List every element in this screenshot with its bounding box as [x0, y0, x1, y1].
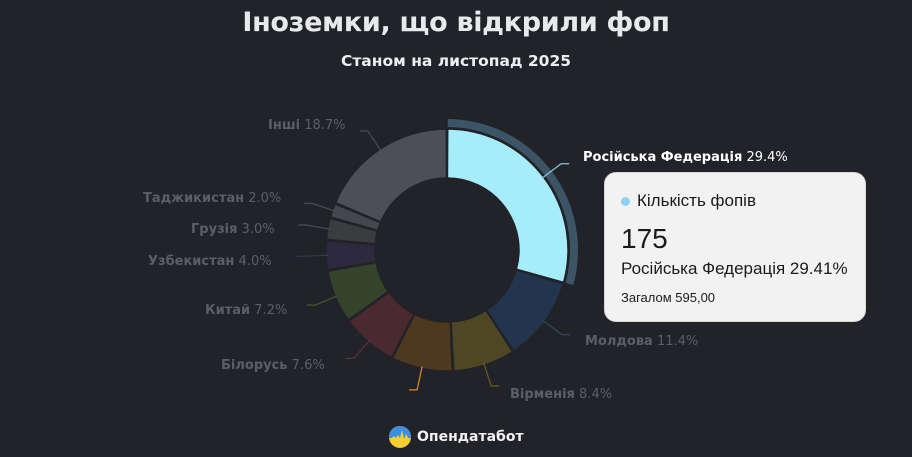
- data-label-name: Вірменія: [510, 387, 575, 402]
- tooltip-series-name: Кількість фопів: [637, 191, 756, 210]
- data-label-percent: 11.4%: [652, 334, 699, 349]
- data-label-name: Таджикистан: [143, 191, 245, 206]
- leader-line: [483, 362, 500, 387]
- donut-slice[interactable]: [329, 203, 382, 232]
- tooltip-point: Російська Федерація 29.41%: [621, 259, 848, 278]
- tooltip: Кількість фопів 175 Російська Федерація …: [604, 172, 866, 322]
- data-label-name: Російська Федерація: [583, 150, 743, 165]
- donut-slice[interactable]: [325, 217, 379, 245]
- data-label: Грузія 3.0%: [191, 222, 275, 237]
- donut-slice[interactable]: [485, 269, 564, 352]
- data-label: Вірменія 8.4%: [510, 387, 612, 402]
- data-label: Таджикистан 2.0%: [143, 191, 281, 206]
- data-label-percent: 7.2%: [250, 303, 288, 318]
- chart-title: Іноземки, що відкрили фоп: [242, 7, 670, 38]
- data-label-percent: 4.0%: [234, 254, 272, 269]
- donut-slices: [325, 128, 569, 372]
- data-label: Китай 7.2%: [205, 303, 287, 318]
- donut-slice[interactable]: [327, 261, 389, 321]
- chart-subtitle: Станом на листопад 2025: [340, 52, 572, 70]
- leader-line: [307, 295, 338, 306]
- data-label-percent: 7.6%: [287, 358, 325, 373]
- leader-line: [298, 224, 330, 230]
- opendatabot-logo-icon: [389, 426, 411, 448]
- data-label-percent: 29.4%: [742, 150, 788, 165]
- data-label-name: Китай: [205, 303, 251, 318]
- data-label: Молдова 11.4%: [585, 334, 698, 349]
- leader-lines: [296, 130, 571, 391]
- leader-line: [296, 254, 329, 257]
- data-label-name: Молдова: [585, 334, 653, 349]
- data-label-name: Узбекистан: [148, 254, 235, 269]
- data-label-name: Грузія: [191, 222, 238, 237]
- leader-line: [541, 163, 570, 179]
- donut-slice[interactable]: [450, 309, 514, 372]
- donut-slice[interactable]: [391, 313, 454, 372]
- leader-line: [409, 366, 423, 391]
- data-label-name: Білорусь: [221, 358, 288, 373]
- data-label: Узбекистан 4.0%: [148, 254, 272, 269]
- leader-line: [542, 320, 571, 336]
- tooltip-series: Кількість фопів: [621, 191, 756, 211]
- data-label-name: Інші: [268, 118, 301, 133]
- data-label: Російська Федерація 29.4%: [583, 150, 788, 165]
- tooltip-value: 175: [621, 223, 668, 254]
- series-dot-icon: [621, 196, 630, 206]
- data-label-percent: 18.7%: [300, 118, 346, 133]
- brand-name: Опендатабот: [417, 429, 524, 445]
- leader-line: [345, 339, 370, 360]
- data-label-percent: 2.0%: [244, 191, 282, 206]
- donut-slice[interactable]: [325, 240, 377, 271]
- leader-line: [303, 202, 335, 212]
- donut-slice[interactable]: [446, 128, 569, 284]
- data-label: Білорусь 7.6%: [221, 358, 325, 373]
- brand-footer: Опендатабот: [389, 426, 524, 448]
- data-label-percent: 8.4%: [574, 387, 613, 402]
- donut-slice[interactable]: [334, 128, 448, 223]
- data-label: Інші 18.7%: [268, 118, 346, 133]
- donut-slice[interactable]: [348, 291, 415, 359]
- leader-line: [359, 130, 382, 152]
- tooltip-total: Загалом 595,00: [621, 290, 716, 305]
- data-label-percent: 3.0%: [237, 222, 275, 237]
